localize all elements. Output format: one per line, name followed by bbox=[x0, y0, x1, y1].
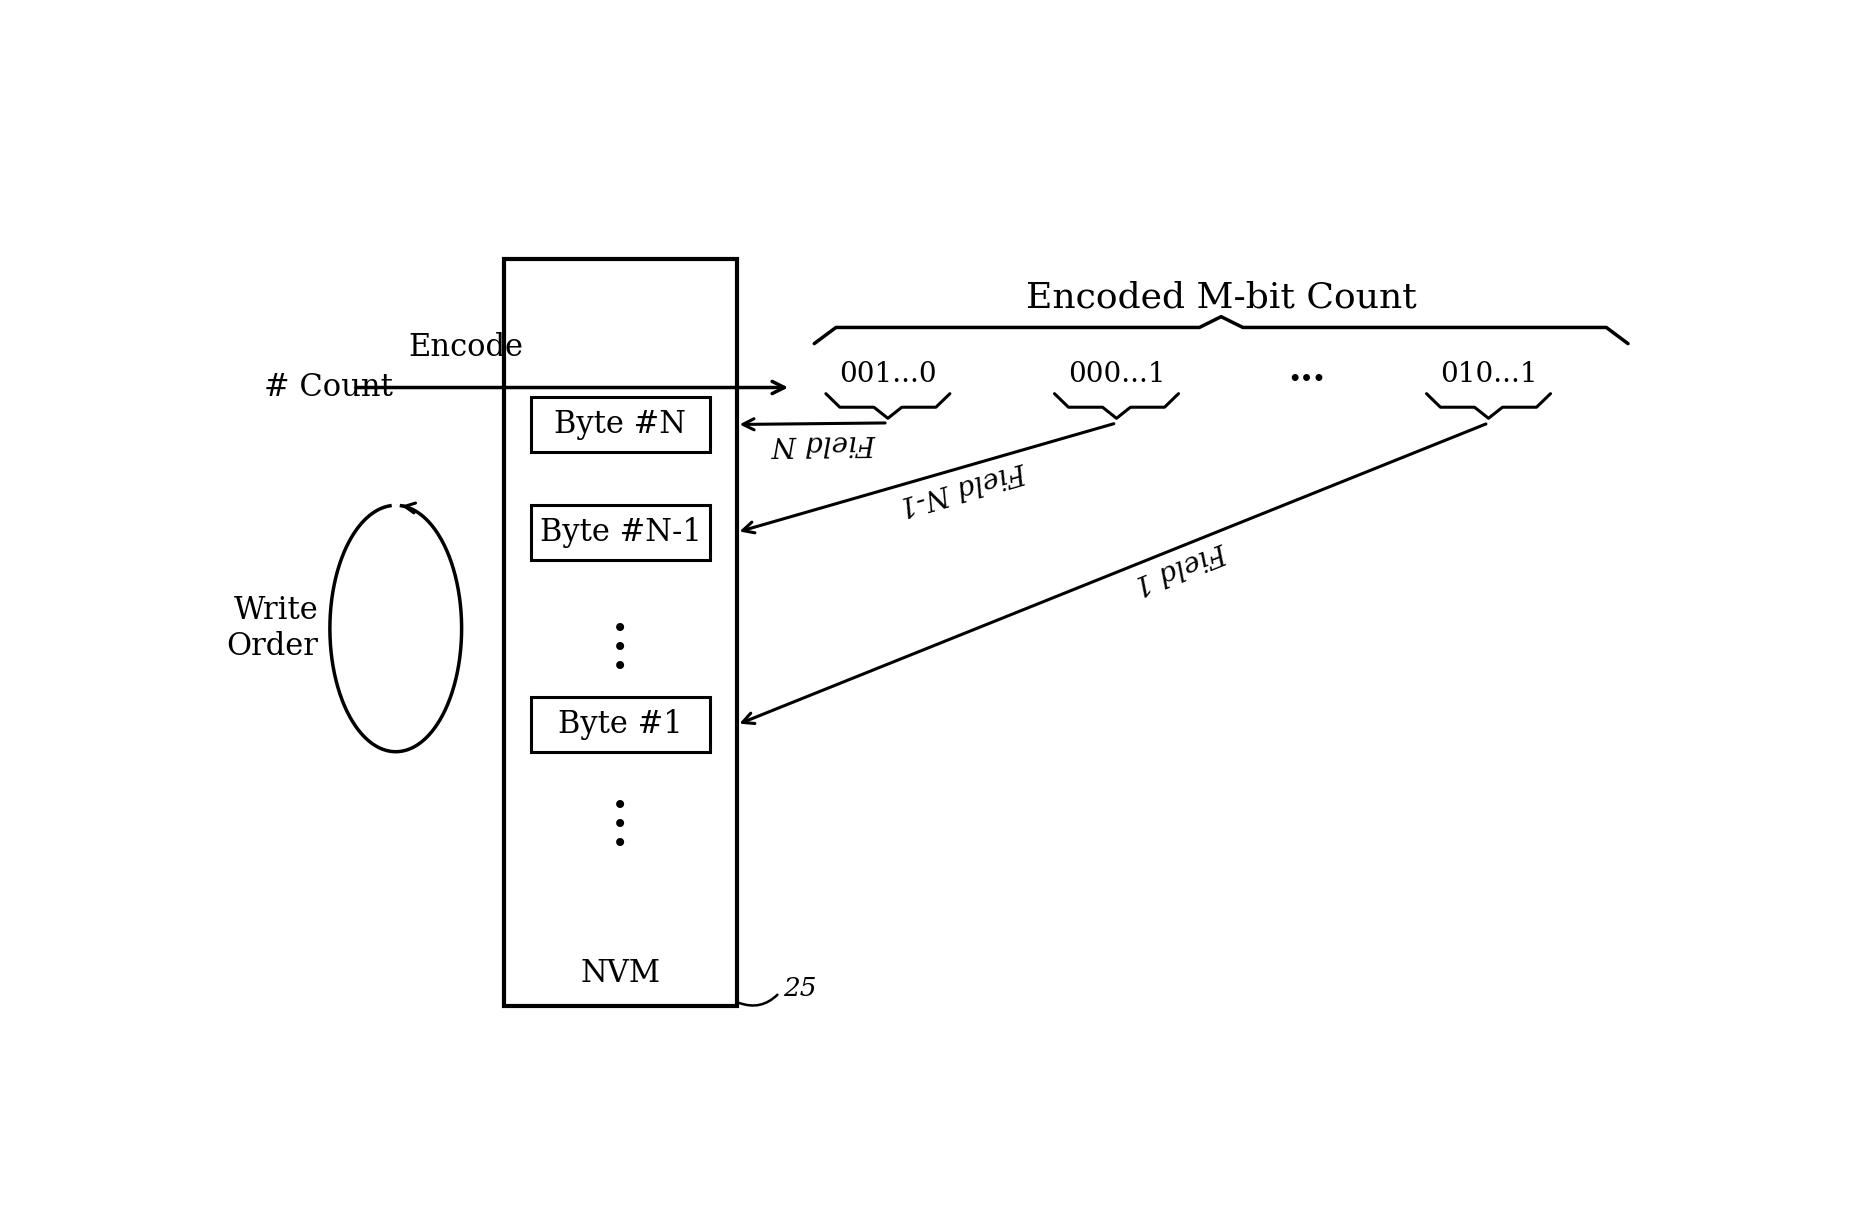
Text: •••: ••• bbox=[1288, 370, 1325, 388]
Text: •: • bbox=[613, 654, 628, 681]
Text: •: • bbox=[613, 634, 628, 662]
Text: Encoded M-bit Count: Encoded M-bit Count bbox=[1025, 280, 1417, 314]
Text: Byte #1: Byte #1 bbox=[557, 709, 682, 741]
Text: Write
Order: Write Order bbox=[226, 596, 319, 662]
Text: 001...0: 001...0 bbox=[839, 360, 938, 388]
Text: Field N-1: Field N-1 bbox=[895, 457, 1029, 518]
Text: 25: 25 bbox=[783, 976, 816, 1001]
Bar bbox=[531, 697, 710, 753]
Text: •: • bbox=[613, 830, 628, 858]
Text: •: • bbox=[613, 791, 628, 819]
Text: # Count: # Count bbox=[265, 372, 393, 403]
Text: •: • bbox=[613, 811, 628, 838]
Text: Byte #N: Byte #N bbox=[554, 410, 686, 440]
Text: 000...1: 000...1 bbox=[1068, 360, 1165, 388]
Text: 010...1: 010...1 bbox=[1439, 360, 1538, 388]
Text: Encode: Encode bbox=[408, 332, 524, 362]
Text: Field N: Field N bbox=[772, 429, 876, 457]
Text: NVM: NVM bbox=[580, 958, 660, 989]
Text: Field 1: Field 1 bbox=[1130, 536, 1230, 598]
Bar bbox=[505, 259, 736, 1006]
Text: Byte #N-1: Byte #N-1 bbox=[539, 517, 701, 547]
Bar bbox=[531, 396, 710, 452]
Bar bbox=[531, 505, 710, 561]
Text: •: • bbox=[613, 615, 628, 643]
